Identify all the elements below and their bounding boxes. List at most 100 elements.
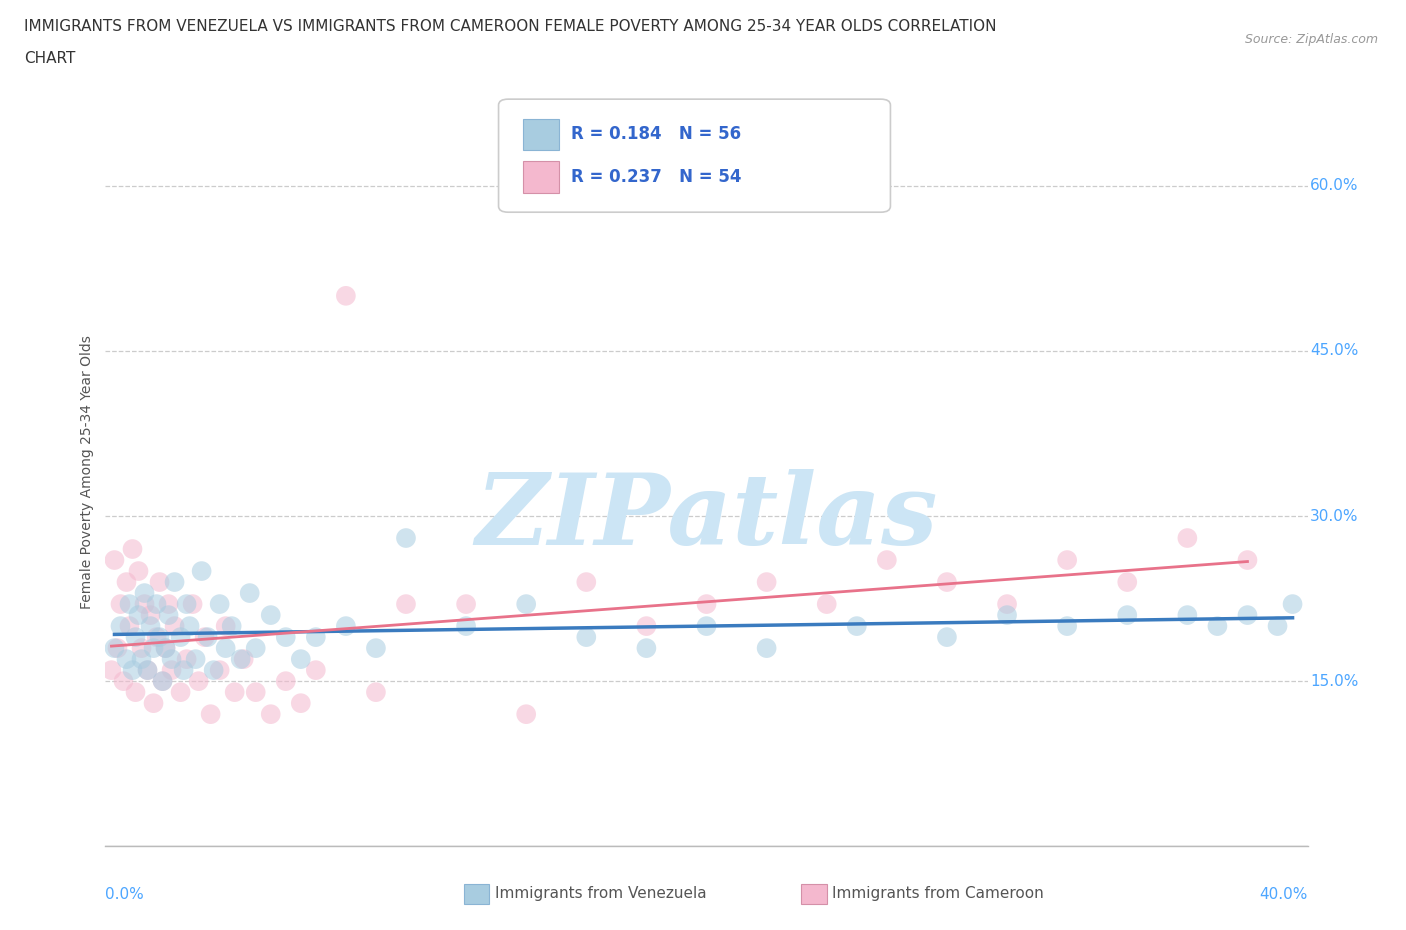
Point <box>636 641 658 656</box>
Text: 45.0%: 45.0% <box>1310 343 1358 358</box>
Point <box>163 575 186 590</box>
Text: 40.0%: 40.0% <box>1260 887 1308 902</box>
Point <box>118 618 141 633</box>
Point <box>139 607 162 622</box>
Point <box>148 630 170 644</box>
Point <box>118 597 141 612</box>
Point <box>224 684 246 699</box>
Point <box>1281 597 1303 612</box>
Point <box>176 652 198 667</box>
Point <box>173 663 195 678</box>
Point <box>936 575 959 590</box>
Point <box>181 597 204 612</box>
Point <box>169 684 191 699</box>
Point <box>160 652 183 667</box>
Point <box>239 586 262 601</box>
Point <box>134 597 156 612</box>
Point <box>190 564 212 578</box>
Point <box>229 652 252 667</box>
Point <box>995 597 1018 612</box>
Point <box>103 552 125 567</box>
Point <box>845 618 868 633</box>
Point <box>187 673 209 688</box>
Point <box>1175 531 1198 546</box>
Point <box>152 673 174 688</box>
Text: Source: ZipAtlas.com: Source: ZipAtlas.com <box>1244 33 1378 46</box>
Point <box>139 618 162 633</box>
Point <box>107 641 129 656</box>
Point <box>155 641 177 656</box>
Y-axis label: Female Poverty Among 25-34 Year Olds: Female Poverty Among 25-34 Year Olds <box>80 335 94 609</box>
Point <box>696 618 718 633</box>
Point <box>142 696 165 711</box>
Point <box>1267 618 1289 633</box>
Point <box>103 641 125 656</box>
Point <box>1206 618 1229 633</box>
Point <box>110 618 132 633</box>
Point <box>575 630 598 644</box>
Point <box>575 575 598 590</box>
Point <box>335 618 357 633</box>
Text: 0.0%: 0.0% <box>105 887 145 902</box>
Point <box>124 630 146 644</box>
Point <box>364 684 387 699</box>
Point <box>121 541 143 556</box>
Point <box>1175 607 1198 622</box>
Point <box>128 564 150 578</box>
Point <box>335 288 357 303</box>
Text: ZIPatlas: ZIPatlas <box>475 469 938 565</box>
Text: Immigrants from Venezuela: Immigrants from Venezuela <box>495 886 707 901</box>
Point <box>152 673 174 688</box>
Text: Immigrants from Cameroon: Immigrants from Cameroon <box>832 886 1045 901</box>
Point <box>245 684 267 699</box>
Point <box>1056 618 1078 633</box>
Point <box>112 673 135 688</box>
Point <box>148 575 170 590</box>
Point <box>176 597 198 612</box>
Point <box>454 618 477 633</box>
Point <box>245 641 267 656</box>
Point <box>197 630 219 644</box>
Point <box>100 663 122 678</box>
Point <box>515 597 537 612</box>
Point <box>128 607 150 622</box>
Text: IMMIGRANTS FROM VENEZUELA VS IMMIGRANTS FROM CAMEROON FEMALE POVERTY AMONG 25-34: IMMIGRANTS FROM VENEZUELA VS IMMIGRANTS … <box>24 19 997 33</box>
Point <box>936 630 959 644</box>
Point <box>179 618 201 633</box>
Text: 60.0%: 60.0% <box>1310 179 1358 193</box>
Point <box>636 618 658 633</box>
Point <box>755 641 778 656</box>
Point <box>110 597 132 612</box>
Point <box>145 630 167 644</box>
Point <box>260 607 283 622</box>
Bar <box>523 119 558 150</box>
Point <box>274 630 297 644</box>
Text: R = 0.184   N = 56: R = 0.184 N = 56 <box>571 126 741 143</box>
Point <box>214 618 236 633</box>
Bar <box>523 161 558 193</box>
Point <box>202 663 225 678</box>
Point <box>214 641 236 656</box>
Point <box>1236 607 1258 622</box>
Point <box>454 597 477 612</box>
Point <box>115 652 138 667</box>
Point <box>169 630 191 644</box>
Point <box>194 630 217 644</box>
Point <box>131 652 153 667</box>
FancyBboxPatch shape <box>499 100 890 212</box>
Point <box>136 663 159 678</box>
Point <box>208 663 231 678</box>
Text: R = 0.237   N = 54: R = 0.237 N = 54 <box>571 168 741 186</box>
Point <box>221 618 243 633</box>
Point <box>232 652 254 667</box>
Point <box>157 597 180 612</box>
Point <box>305 630 328 644</box>
Point <box>876 552 898 567</box>
Point <box>1116 575 1139 590</box>
Point <box>260 707 283 722</box>
Point <box>155 641 177 656</box>
Point <box>290 696 312 711</box>
Point <box>395 531 418 546</box>
Point <box>1236 552 1258 567</box>
Point <box>696 597 718 612</box>
